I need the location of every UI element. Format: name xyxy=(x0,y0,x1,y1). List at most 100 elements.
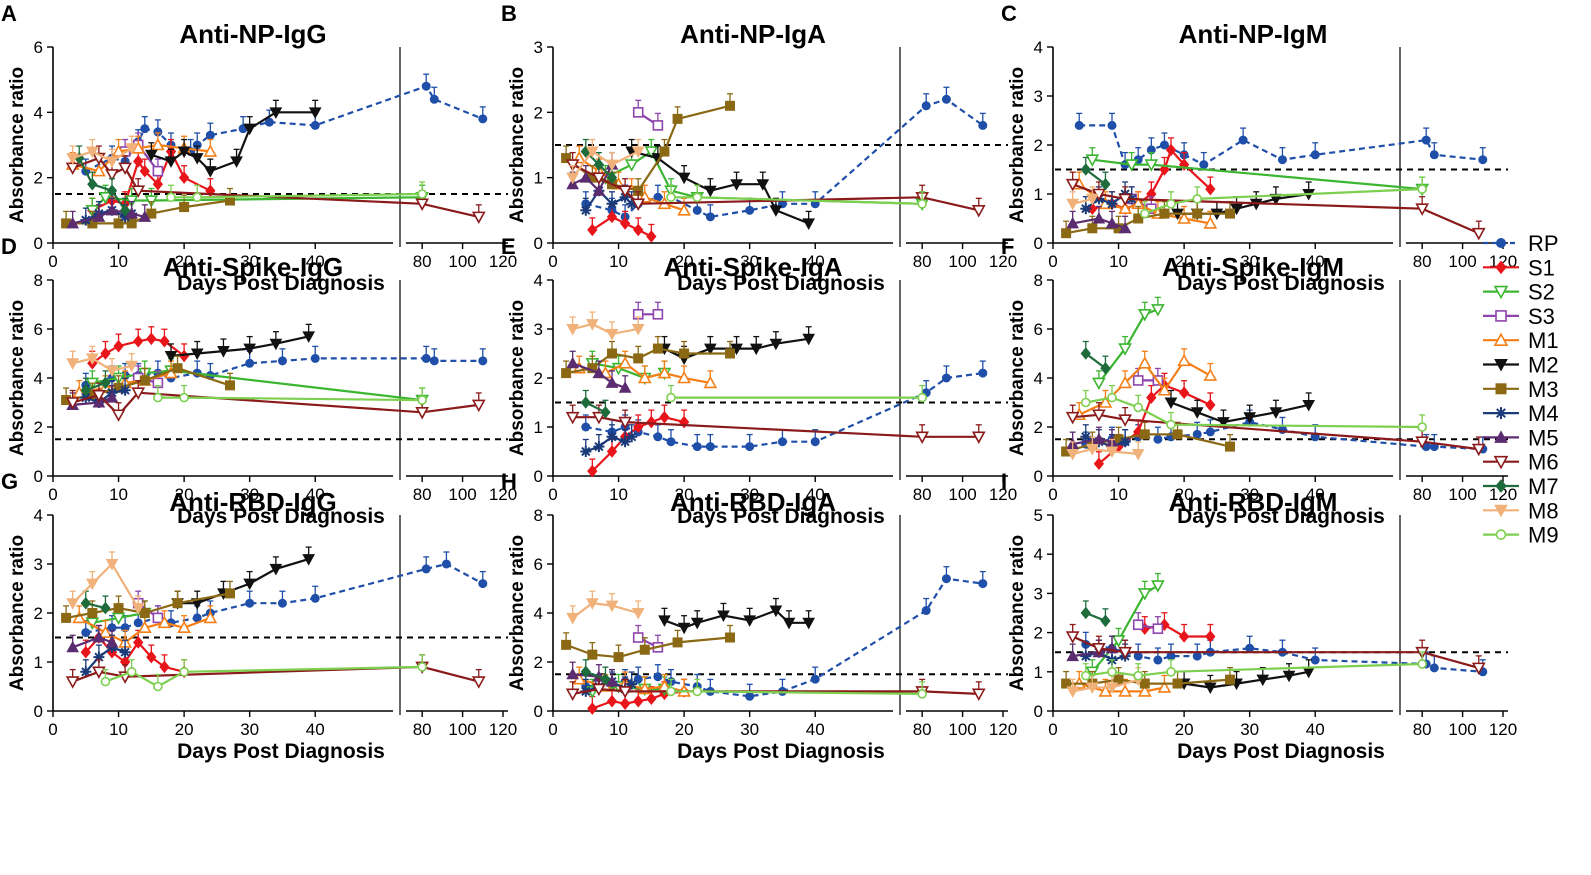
data-point xyxy=(592,366,606,379)
panel-G: G Anti-RBD-IgG 0 1 2 3 4 Absorbance ratio 0 10 20 3… xyxy=(1,469,517,763)
panel-letter: A xyxy=(1,1,17,26)
data-point xyxy=(119,646,131,658)
data-point xyxy=(1243,412,1257,424)
series-M3 xyxy=(61,580,235,623)
legend-label: M2 xyxy=(1528,353,1559,378)
legend-entry-S1: S1 xyxy=(1483,255,1555,280)
series-M6 xyxy=(565,404,986,444)
data-point xyxy=(111,409,126,422)
data-point xyxy=(164,350,178,363)
data-point xyxy=(92,666,106,679)
data-point xyxy=(1066,198,1080,211)
data-point xyxy=(1066,216,1080,229)
x-tick-label: 80 xyxy=(913,252,932,271)
x-tick-label: 20 xyxy=(175,720,194,739)
x-tick-label: 30 xyxy=(1240,485,1259,504)
x-tick-label: 80 xyxy=(413,252,432,271)
data-point xyxy=(105,169,119,182)
data-point xyxy=(917,689,927,699)
data-point xyxy=(172,363,183,374)
series-M9 xyxy=(153,384,427,405)
y-tick-label: 6 xyxy=(34,38,43,57)
y-tick-label: 1 xyxy=(534,169,543,188)
x-tick-label: 20 xyxy=(1175,485,1194,504)
data-point xyxy=(730,179,743,191)
data-point xyxy=(1164,397,1178,410)
data-point xyxy=(131,185,146,198)
x-tick-label: 0 xyxy=(1048,252,1057,271)
chart-title: Anti-Spike-IgG xyxy=(163,252,344,282)
series-M8 xyxy=(566,311,645,341)
data-point xyxy=(61,612,72,623)
y-axis-label: Absorbance ratio xyxy=(1007,300,1028,456)
series-M6 xyxy=(1065,402,1486,457)
data-point xyxy=(302,331,316,343)
data-point xyxy=(1092,377,1106,391)
data-point xyxy=(1133,651,1143,661)
x-tick-label: 100 xyxy=(448,485,476,504)
data-point xyxy=(308,107,322,119)
data-point xyxy=(618,416,632,430)
data-point xyxy=(605,328,619,341)
data-point xyxy=(585,146,599,159)
data-point xyxy=(192,192,203,203)
y-tick-label: 1 xyxy=(1034,663,1043,682)
data-point xyxy=(579,171,593,183)
data-point xyxy=(1119,436,1131,448)
data-point xyxy=(1105,216,1119,229)
data-point xyxy=(1153,655,1163,665)
data-point xyxy=(1092,642,1106,656)
data-point xyxy=(429,94,439,104)
x-tick-label: 10 xyxy=(1109,252,1128,271)
series-line xyxy=(85,389,126,404)
data-point xyxy=(1203,368,1218,381)
data-point xyxy=(1471,662,1486,676)
panel-D: D Anti-Spike-IgG 0 2 4 6 8 Absorbance ratio 0 10 2… xyxy=(1,234,517,528)
legend-entry-M4: M4 xyxy=(1483,401,1559,426)
data-point xyxy=(652,120,664,131)
data-point xyxy=(225,588,235,599)
data-point xyxy=(692,686,703,697)
data-point xyxy=(592,683,606,697)
data-point xyxy=(1093,457,1105,471)
data-point xyxy=(415,406,430,420)
data-point xyxy=(478,114,488,124)
data-point xyxy=(92,163,106,177)
series-line xyxy=(1072,217,1126,230)
data-point xyxy=(672,637,683,648)
panel-letter: F xyxy=(1001,234,1014,259)
data-point xyxy=(1139,429,1150,440)
series-M3 xyxy=(61,187,235,229)
x-tick-label: 0 xyxy=(48,720,57,739)
data-point xyxy=(417,395,427,405)
y-tick-label: 2 xyxy=(1034,418,1043,437)
data-point xyxy=(1417,659,1427,669)
data-point xyxy=(66,216,80,229)
series-M9 xyxy=(1080,384,1427,432)
x-tick-label: 100 xyxy=(448,252,476,271)
data-point xyxy=(745,691,755,701)
data-point xyxy=(978,120,988,130)
data-point xyxy=(580,445,592,458)
data-point xyxy=(1178,386,1190,399)
y-tick-label: 3 xyxy=(1034,584,1043,603)
data-point xyxy=(1118,221,1132,234)
data-point xyxy=(631,324,645,336)
data-point xyxy=(971,688,986,702)
data-point xyxy=(1105,682,1119,695)
y-tick-label: 6 xyxy=(534,555,543,574)
series-line xyxy=(1098,308,1159,384)
y-tick-label: 2 xyxy=(34,418,43,437)
data-point xyxy=(1080,650,1092,662)
panel-A: A Anti-NP-IgG 0 2 4 6 Absorbance ratio 0 10 20 30 4… xyxy=(1,1,517,295)
data-point xyxy=(631,608,645,620)
data-point xyxy=(605,600,619,613)
data-point xyxy=(769,605,783,618)
legend-marker xyxy=(1495,479,1507,493)
data-point xyxy=(703,185,717,198)
legend-label: S1 xyxy=(1528,255,1555,280)
data-point xyxy=(140,124,150,134)
data-point xyxy=(971,205,986,218)
data-point xyxy=(600,672,611,686)
data-point xyxy=(769,205,783,217)
